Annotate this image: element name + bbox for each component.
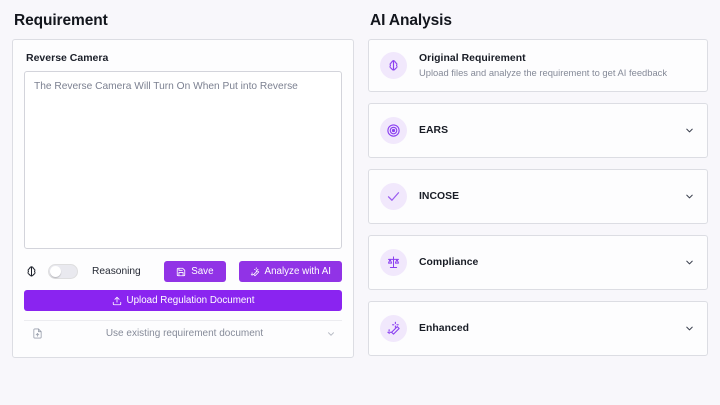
reasoning-toggle-knob (50, 266, 61, 277)
card-body: Compliance (419, 257, 684, 268)
requirement-textarea[interactable] (24, 71, 342, 249)
card-body: Original Requirement Upload files and an… (419, 53, 695, 78)
chevron-down-icon[interactable] (684, 125, 695, 136)
ai-analysis-panel-title: AI Analysis (369, 12, 452, 29)
reasoning-toggle-label: Reasoning (92, 266, 141, 277)
reasoning-toggle[interactable] (48, 264, 78, 279)
card-subtitle: Upload files and analyze the requirement… (418, 67, 668, 78)
chevron-down-icon[interactable] (684, 191, 695, 202)
card-body: Enhanced (419, 323, 684, 334)
magic-wand-icon (250, 266, 260, 277)
upload-button-label: Upload Regulation Document (126, 295, 255, 306)
analysis-card-ears[interactable]: EARS (367, 103, 708, 158)
card-title: Original Requirement (418, 53, 526, 64)
card-title: Enhanced (418, 323, 470, 334)
save-disk-icon (176, 267, 186, 277)
requirement-controls-row: Reasoning Save (24, 261, 342, 282)
card-title: EARS (418, 125, 449, 136)
requirement-panel: Requirement Reverse Camera Reasoning (12, 8, 354, 405)
chevron-down-icon[interactable] (684, 323, 695, 334)
requirement-card: Reverse Camera Reasoning (12, 39, 354, 358)
use-existing-document-row[interactable]: Use existing requirement document (24, 320, 342, 346)
analyze-button-label: Analyze with AI (264, 266, 331, 277)
card-title: INCOSE (418, 191, 460, 202)
analysis-card-compliance[interactable]: Compliance (367, 235, 708, 290)
card-title: Compliance (418, 257, 479, 268)
ai-analysis-panel: AI Analysis Original Requirement Upload … (367, 8, 708, 405)
analyze-with-ai-button[interactable]: Analyze with AI (238, 261, 342, 282)
analysis-card-enhanced[interactable]: Enhanced (367, 301, 708, 356)
upload-regulation-document-button[interactable]: Upload Regulation Document (24, 290, 342, 311)
target-bullseye-icon (379, 117, 407, 144)
scales-balance-icon (379, 249, 407, 276)
save-button[interactable]: Save (164, 261, 226, 282)
analysis-card-original-requirement[interactable]: Original Requirement Upload files and an… (367, 39, 708, 92)
requirement-panel-title: Requirement (14, 12, 108, 29)
requirement-field-label: Reverse Camera (26, 52, 109, 64)
card-body: INCOSE (419, 191, 684, 202)
analysis-card-incose[interactable]: INCOSE (367, 169, 708, 224)
check-mark-icon (379, 183, 407, 210)
upload-icon (112, 296, 122, 306)
brain-icon (24, 264, 39, 279)
magic-wand-icon (379, 315, 407, 342)
card-body: EARS (419, 125, 684, 136)
save-button-label: Save (191, 266, 214, 277)
use-existing-document-label: Use existing requirement document (105, 328, 264, 339)
file-document-icon (32, 328, 43, 339)
brain-icon (379, 52, 407, 79)
chevron-down-icon[interactable] (684, 257, 695, 268)
chevron-down-icon[interactable] (326, 329, 336, 339)
